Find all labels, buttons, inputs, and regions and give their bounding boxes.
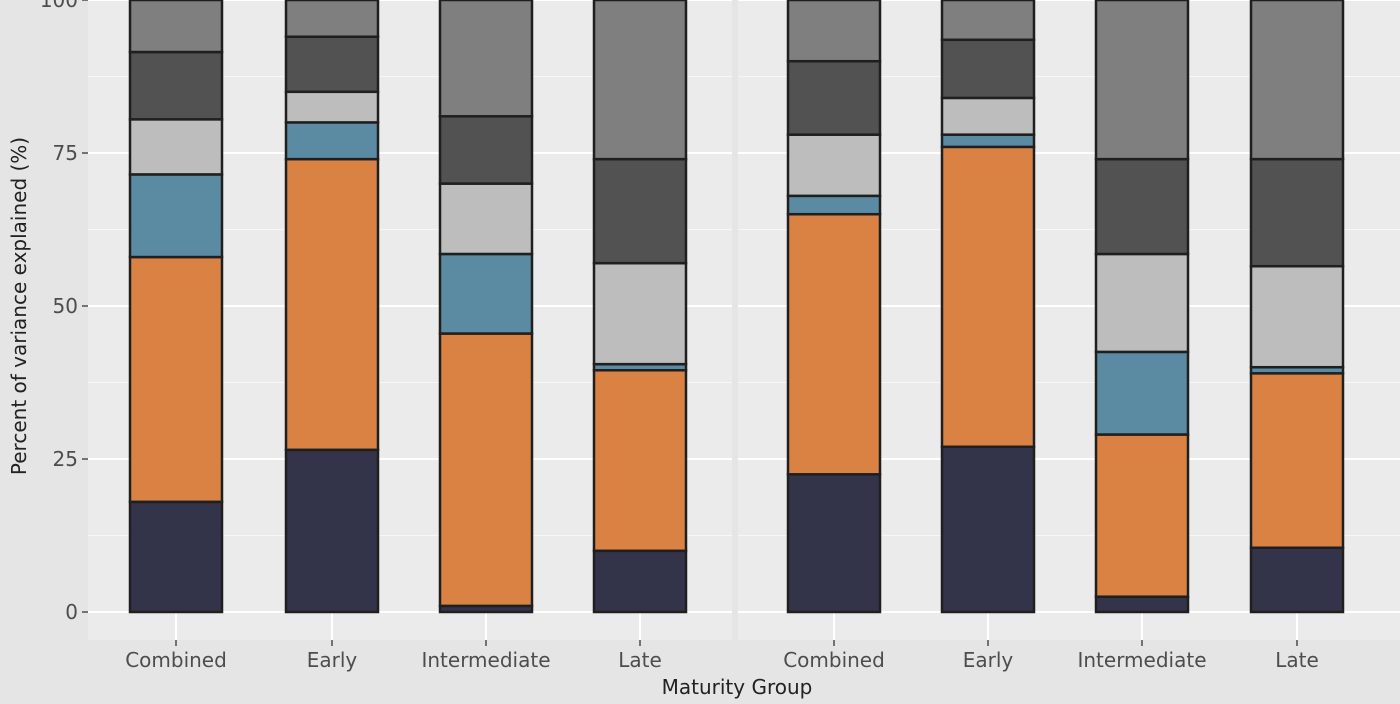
x-tick-label: Late (1275, 648, 1319, 672)
bar-segment (1249, 264, 1345, 369)
bar-segment (1249, 546, 1345, 614)
bar-segment (940, 96, 1036, 136)
bar-segment (940, 145, 1036, 449)
bar-segment (1094, 157, 1190, 256)
bar-segment (1094, 595, 1190, 614)
bar-segment (786, 194, 882, 216)
bar-segment (940, 0, 1036, 42)
bar-segment (128, 118, 224, 176)
bar-segment (1094, 350, 1190, 436)
bar-segment (284, 448, 380, 614)
bar-segment (284, 157, 380, 452)
x-tick-label: Early (963, 648, 1014, 672)
bar-segment (1094, 433, 1190, 598)
bar-segment (284, 121, 380, 161)
bar-segment (1249, 157, 1345, 268)
bar-segment (284, 90, 380, 124)
x-axis-title: Maturity Group (662, 675, 813, 699)
bar-segment (438, 0, 534, 118)
bar-segment (284, 0, 380, 38)
y-axis-title: Percent of variance explained (%) (7, 137, 31, 475)
bar-segment (128, 0, 224, 54)
bar-segment (592, 549, 688, 614)
x-tick-label: Intermediate (1077, 648, 1206, 672)
bar-segment (592, 157, 688, 265)
x-tick-label: Late (618, 648, 662, 672)
x-tick-label: Early (307, 648, 358, 672)
y-tick-label: 100 (40, 0, 78, 12)
bar-segment (940, 445, 1036, 614)
bar-segment (786, 133, 882, 198)
y-tick-label: 75 (53, 141, 78, 165)
bar-segment (786, 0, 882, 63)
x-tick-label: Combined (125, 648, 227, 672)
bar-segment (128, 50, 224, 121)
bar-segment (940, 133, 1036, 149)
bar-segment (438, 182, 534, 256)
bar-segment (592, 369, 688, 553)
x-tick-label: Combined (783, 648, 885, 672)
bar-segment (128, 255, 224, 504)
bar-segment (1094, 0, 1190, 161)
bar-segment (438, 332, 534, 608)
bar-segment (786, 473, 882, 614)
bar-segment (438, 252, 534, 335)
x-tick-label: Intermediate (421, 648, 550, 672)
bar-segment (128, 173, 224, 259)
bar-segment (592, 261, 688, 366)
bar-segment (940, 38, 1036, 100)
bar-segment (1249, 0, 1345, 161)
bar-segment (1249, 372, 1345, 549)
y-tick-label: 25 (53, 447, 78, 471)
bar-segment (1094, 252, 1190, 354)
bar-segment (284, 35, 380, 94)
bar-segment (438, 115, 534, 185)
y-tick-label: 50 (53, 294, 78, 318)
bar-segment (786, 212, 882, 476)
bar-segment (592, 0, 688, 161)
bar-segment (128, 500, 224, 614)
bar-segment (786, 59, 882, 136)
y-tick-label: 0 (65, 600, 78, 624)
